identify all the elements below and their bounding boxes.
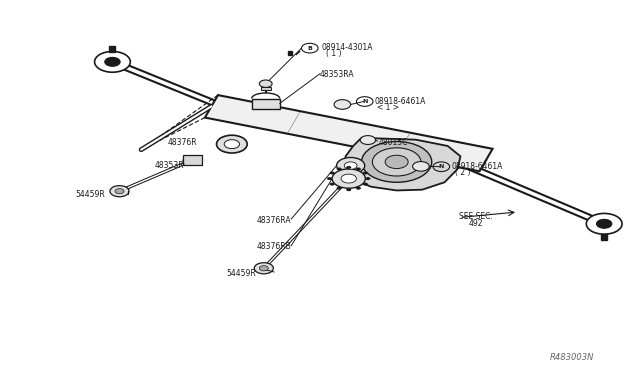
Circle shape: [365, 177, 371, 180]
Circle shape: [254, 263, 273, 274]
Text: R483003N: R483003N: [550, 353, 595, 362]
Circle shape: [362, 141, 432, 182]
Circle shape: [346, 188, 351, 191]
Text: N: N: [438, 164, 444, 169]
Text: 08918-6461A: 08918-6461A: [374, 97, 426, 106]
Text: 48376RB: 48376RB: [257, 242, 291, 251]
Circle shape: [334, 100, 351, 109]
Text: 54459R: 54459R: [227, 269, 256, 278]
Text: < 1 >: < 1 >: [378, 103, 399, 112]
Circle shape: [110, 186, 129, 197]
Text: ( 1 ): ( 1 ): [326, 49, 342, 58]
Circle shape: [330, 183, 335, 186]
Text: ( 2 ): ( 2 ): [456, 168, 471, 177]
Circle shape: [105, 57, 120, 66]
Circle shape: [344, 162, 357, 169]
Circle shape: [363, 171, 368, 174]
Circle shape: [356, 187, 361, 190]
Text: 48353R: 48353R: [154, 161, 184, 170]
Circle shape: [385, 155, 408, 169]
Circle shape: [346, 166, 351, 169]
Circle shape: [360, 136, 376, 144]
Circle shape: [332, 169, 365, 188]
Circle shape: [95, 51, 131, 72]
Text: 54459R: 54459R: [76, 190, 106, 199]
Text: 48376R: 48376R: [168, 138, 197, 147]
Text: 08918-6461A: 08918-6461A: [452, 162, 503, 171]
Circle shape: [115, 189, 124, 194]
Circle shape: [330, 171, 335, 174]
Polygon shape: [344, 138, 461, 190]
Circle shape: [259, 80, 272, 87]
Circle shape: [259, 266, 268, 271]
Text: 492: 492: [468, 219, 483, 228]
Polygon shape: [182, 155, 202, 165]
Circle shape: [413, 161, 429, 171]
Text: 48015C: 48015C: [379, 138, 408, 147]
Text: SEE SEC.: SEE SEC.: [460, 212, 493, 221]
Circle shape: [337, 187, 342, 190]
Circle shape: [327, 177, 332, 180]
Polygon shape: [252, 99, 280, 109]
Circle shape: [337, 167, 342, 170]
Circle shape: [341, 174, 356, 183]
Text: 08914-4301A: 08914-4301A: [322, 42, 373, 51]
Text: N: N: [362, 99, 367, 104]
Circle shape: [224, 140, 239, 148]
Polygon shape: [205, 95, 493, 171]
Circle shape: [363, 183, 368, 186]
Text: B: B: [307, 46, 312, 51]
Polygon shape: [260, 87, 271, 90]
Circle shape: [356, 167, 361, 170]
Circle shape: [596, 219, 612, 228]
Circle shape: [337, 157, 365, 174]
Text: 48376RA: 48376RA: [257, 216, 291, 225]
Circle shape: [372, 148, 421, 176]
Circle shape: [216, 135, 247, 153]
Text: 48353RA: 48353RA: [320, 70, 355, 79]
Circle shape: [586, 214, 622, 234]
